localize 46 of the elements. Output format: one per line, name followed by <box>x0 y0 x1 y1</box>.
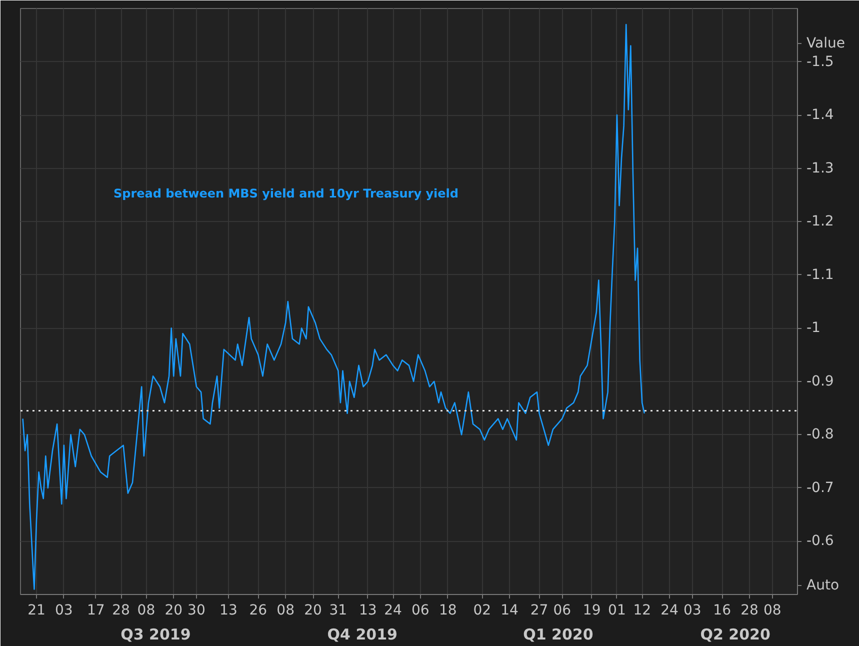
y-tick-label: -1.2 <box>806 214 834 230</box>
y-tick-label: -1.5 <box>806 54 834 70</box>
x-tick-label: 21 <box>28 602 46 618</box>
x-tick-label: 13 <box>220 602 238 618</box>
y-tick-label: -1 <box>806 320 820 336</box>
x-tick-label: 31 <box>329 602 348 618</box>
x-tick-label: 26 <box>249 602 268 618</box>
x-tick-label: 30 <box>188 602 206 618</box>
y-axis-title: Value <box>806 36 845 52</box>
x-tick-label: 24 <box>660 602 679 618</box>
text: Q3 2019 <box>120 626 191 644</box>
x-tick-label: 06 <box>412 602 430 618</box>
text: Spread between MBS yield and 10yr Treasury yield <box>114 186 458 200</box>
x-tick-label: 28 <box>112 602 130 618</box>
text: Q2 2020 <box>700 626 770 644</box>
x-tick-label: 20 <box>304 602 322 618</box>
y-tick-label: -0.8 <box>806 426 834 443</box>
x-tick-label: 20 <box>164 602 183 618</box>
x-tick-label: 17 <box>87 602 105 618</box>
x-tick-label: 03 <box>683 602 702 618</box>
x-tick-label: 01 <box>608 602 626 618</box>
x-tick-label: 08 <box>763 602 782 618</box>
y-tick-label: -1.1 <box>806 266 834 283</box>
text: Auto <box>806 578 840 594</box>
x-tick-label: 24 <box>384 602 402 618</box>
x-tick-label: 27 <box>530 602 548 618</box>
y-tick-label: -0.7 <box>806 480 834 496</box>
y-tick-label: -1.4 <box>806 107 834 124</box>
x-tick-label: 19 <box>582 602 601 618</box>
x-tick-label: 08 <box>137 602 156 618</box>
x-tick-label: 13 <box>358 602 377 618</box>
y-tick-label: -1.3 <box>806 160 834 176</box>
text: Q4 2019 <box>327 626 398 644</box>
x-tick-label: 14 <box>500 602 519 618</box>
text: Q1 2020 <box>523 626 594 644</box>
x-tick-label: 02 <box>473 602 492 618</box>
y-tick-label: -0.9 <box>806 373 834 390</box>
x-tick-label: 08 <box>276 602 295 618</box>
x-tick-label: 28 <box>740 602 758 618</box>
x-tick-label: 03 <box>55 602 73 618</box>
x-tick-label: 06 <box>553 602 572 618</box>
x-tick-label: 18 <box>438 602 457 618</box>
line-series <box>22 24 646 590</box>
y-tick-label: -0.6 <box>806 533 834 550</box>
x-tick-label: 12 <box>633 602 652 618</box>
x-tick-label: 16 <box>713 602 732 618</box>
